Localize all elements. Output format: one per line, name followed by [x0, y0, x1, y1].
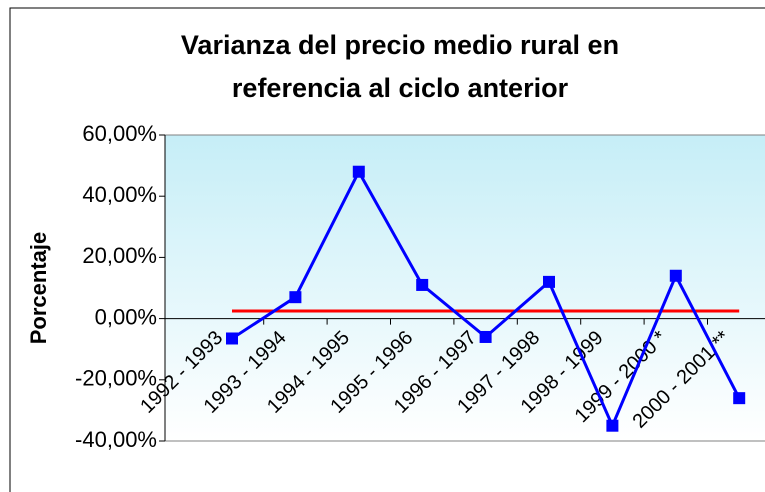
y-tick-label: 60,00%	[82, 121, 157, 146]
y-tick-label: 20,00%	[82, 243, 157, 268]
data-point	[669, 269, 682, 282]
plot-area	[164, 134, 765, 442]
chart-title: referencia al ciclo anterior	[232, 73, 569, 103]
data-point	[606, 419, 619, 432]
y-tick-label: 40,00%	[82, 182, 157, 207]
data-point	[352, 165, 365, 178]
data-point	[226, 332, 238, 345]
y-axis-label: Porcentaje	[26, 232, 51, 345]
data-point	[479, 330, 492, 343]
y-tick-label: -40,00%	[75, 427, 157, 452]
data-point	[289, 291, 302, 304]
data-point	[416, 278, 429, 291]
data-point	[733, 392, 746, 405]
data-point	[543, 275, 555, 288]
y-tick-label: -20,00%	[75, 366, 157, 391]
y-tick-label: 0,00%	[95, 304, 157, 329]
chart-title: Varianza del precio medio rural en	[181, 30, 619, 60]
